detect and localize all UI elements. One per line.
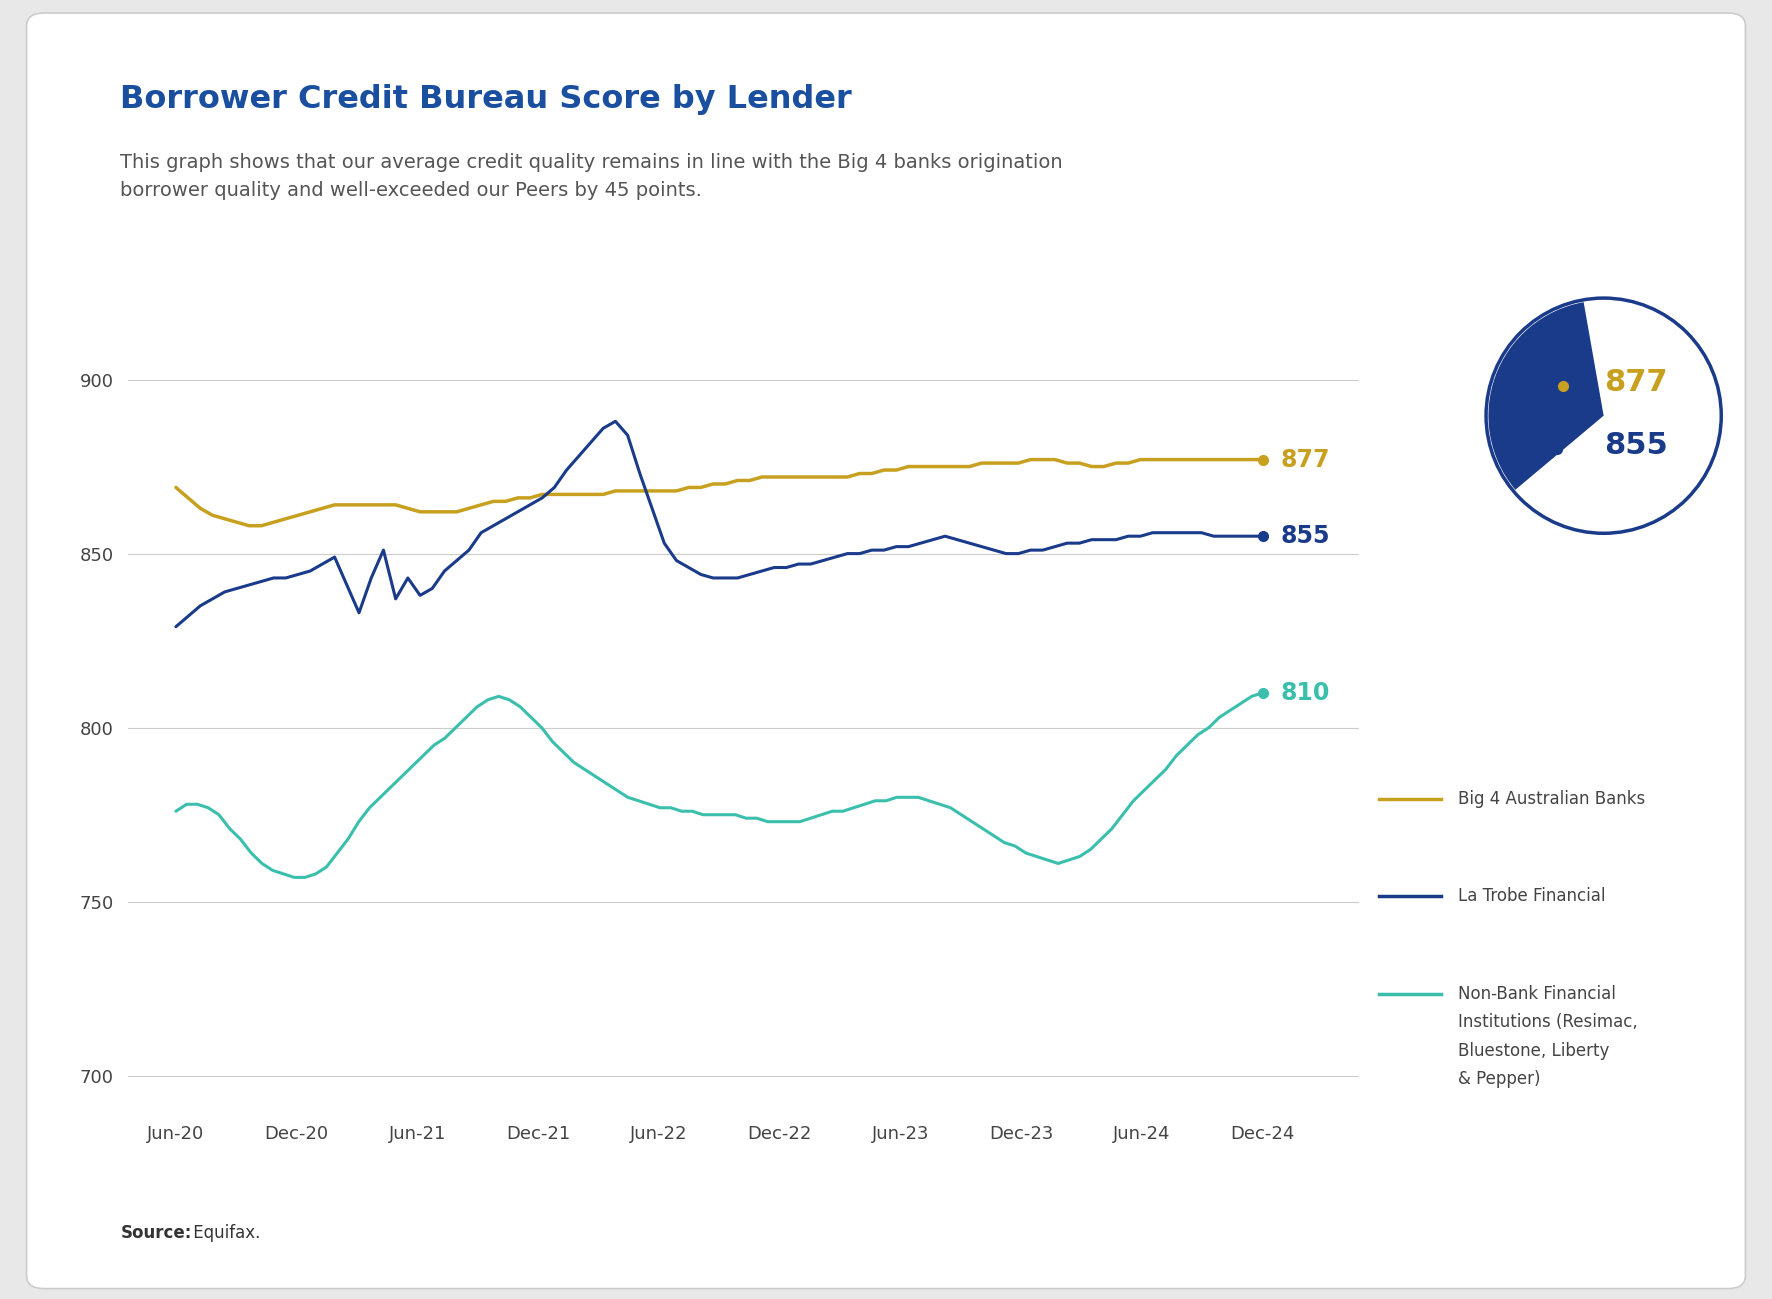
Text: Big 4 Australian Banks: Big 4 Australian Banks	[1458, 790, 1646, 808]
Text: Bluestone, Liberty: Bluestone, Liberty	[1458, 1042, 1609, 1060]
Text: & Pepper): & Pepper)	[1458, 1070, 1542, 1089]
Text: La Trobe Financial: La Trobe Financial	[1458, 887, 1605, 905]
Text: 877: 877	[1281, 448, 1331, 472]
Text: Source:: Source:	[120, 1224, 191, 1242]
Circle shape	[1487, 297, 1721, 534]
Text: Institutions (Resimac,: Institutions (Resimac,	[1458, 1013, 1637, 1031]
Text: Equifax.: Equifax.	[188, 1224, 260, 1242]
Text: 855: 855	[1281, 525, 1331, 548]
Text: Borrower Credit Bureau Score by Lender: Borrower Credit Bureau Score by Lender	[120, 84, 852, 116]
Text: This graph shows that our average credit quality remains in line with the Big 4 : This graph shows that our average credit…	[120, 153, 1063, 200]
Text: Non-Bank Financial: Non-Bank Financial	[1458, 985, 1616, 1003]
Wedge shape	[1488, 303, 1604, 490]
Text: 877: 877	[1604, 368, 1667, 397]
Text: 810: 810	[1281, 681, 1331, 705]
Text: 855: 855	[1604, 430, 1667, 460]
